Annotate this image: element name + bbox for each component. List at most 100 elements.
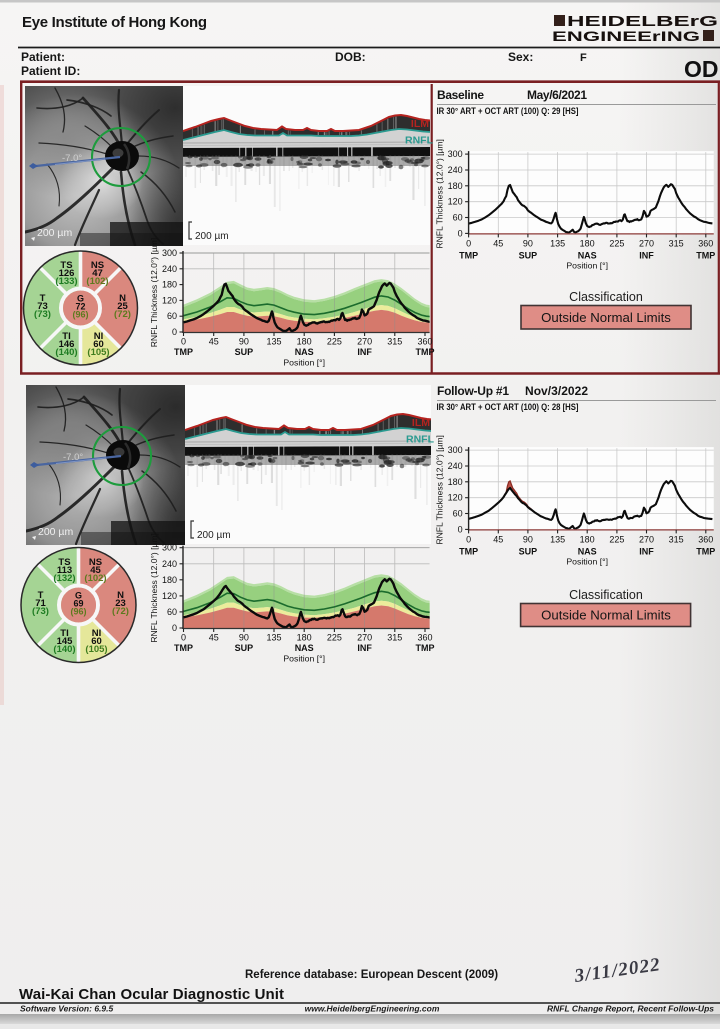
svg-text:ENGINEErING: ENGINEErING xyxy=(552,28,700,44)
svg-text:Position [°]: Position [°] xyxy=(283,654,325,664)
svg-text:ILM: ILM xyxy=(412,417,430,429)
svg-text:225: 225 xyxy=(327,633,342,643)
svg-text:300: 300 xyxy=(448,445,463,455)
svg-text:INF: INF xyxy=(357,347,372,357)
svg-text:240: 240 xyxy=(162,264,177,274)
svg-text:TMP: TMP xyxy=(696,546,715,556)
svg-text:NI: NI xyxy=(92,628,102,639)
svg-text:G: G xyxy=(75,591,82,601)
svg-text:Classification: Classification xyxy=(569,290,643,304)
svg-text:-7.0°: -7.0° xyxy=(63,452,83,463)
svg-text:135: 135 xyxy=(550,238,565,248)
svg-text:180: 180 xyxy=(448,477,463,487)
svg-text:180: 180 xyxy=(580,534,595,544)
svg-text:(96): (96) xyxy=(72,310,88,320)
svg-text:360: 360 xyxy=(417,633,432,643)
svg-text:NAS: NAS xyxy=(295,643,314,653)
svg-text:TS: TS xyxy=(58,557,70,568)
svg-text:45: 45 xyxy=(209,633,219,643)
svg-text:200 µm: 200 µm xyxy=(38,526,73,538)
svg-text:(132): (132) xyxy=(53,573,75,584)
svg-text:SUP: SUP xyxy=(235,347,254,357)
svg-text:360: 360 xyxy=(698,534,713,544)
svg-text:135: 135 xyxy=(550,534,565,544)
svg-text:TMP: TMP xyxy=(174,643,193,653)
svg-text:240: 240 xyxy=(162,559,177,569)
svg-text:360: 360 xyxy=(417,337,432,347)
svg-text:300: 300 xyxy=(162,543,177,553)
svg-text:DOB:: DOB: xyxy=(335,50,366,64)
svg-text:TMP: TMP xyxy=(174,347,193,357)
svg-text:180: 180 xyxy=(162,575,177,585)
svg-text:(133): (133) xyxy=(55,276,77,287)
svg-text:(140): (140) xyxy=(53,644,75,655)
svg-text:Nov/3/2022: Nov/3/2022 xyxy=(525,384,588,398)
svg-text:Position [°]: Position [°] xyxy=(566,260,608,270)
svg-text:IR 30° ART + OCT ART (100) Q:: IR 30° ART + OCT ART (100) Q: 29 [HS] xyxy=(437,106,579,116)
svg-text:Outside Normal Limits: Outside Normal Limits xyxy=(541,310,671,325)
svg-text:315: 315 xyxy=(669,238,684,248)
svg-text:113: 113 xyxy=(57,565,72,576)
svg-text:Sex:: Sex: xyxy=(508,50,533,64)
svg-text:Patient ID:: Patient ID: xyxy=(21,64,80,78)
svg-text:Outside Normal Limits: Outside Normal Limits xyxy=(541,608,671,623)
svg-text:225: 225 xyxy=(327,337,342,347)
svg-text:0: 0 xyxy=(458,524,463,534)
svg-text:315: 315 xyxy=(669,534,684,544)
svg-text:Patient:: Patient: xyxy=(21,50,65,64)
svg-text:Eye Institute of Hong Kong: Eye Institute of Hong Kong xyxy=(22,14,207,31)
svg-text:315: 315 xyxy=(387,633,402,643)
svg-text:NS: NS xyxy=(89,557,102,568)
svg-text:126: 126 xyxy=(59,268,75,279)
svg-text:300: 300 xyxy=(448,149,463,159)
svg-text:0: 0 xyxy=(172,623,177,633)
svg-text:RNFL Thickness (12.0°) [µm]: RNFL Thickness (12.0°) [µm] xyxy=(149,238,159,347)
svg-text:TMP: TMP xyxy=(416,347,435,357)
svg-text:RNFL: RNFL xyxy=(405,135,434,147)
svg-text:200 µm: 200 µm xyxy=(37,227,72,239)
svg-text:www.HeidelbergEngineering.com: www.HeidelbergEngineering.com xyxy=(305,1004,440,1014)
svg-text:0: 0 xyxy=(466,238,471,248)
svg-text:Follow-Up #1: Follow-Up #1 xyxy=(437,384,509,398)
svg-text:NS: NS xyxy=(91,260,104,271)
svg-text:69: 69 xyxy=(73,599,83,609)
svg-text:NAS: NAS xyxy=(578,250,597,260)
svg-text:270: 270 xyxy=(357,633,372,643)
svg-text:TMP: TMP xyxy=(696,250,715,260)
svg-text:23: 23 xyxy=(115,598,126,609)
svg-text:225: 225 xyxy=(609,238,624,248)
svg-text:200 µm: 200 µm xyxy=(195,231,229,242)
svg-text:73: 73 xyxy=(37,301,48,312)
svg-text:(102): (102) xyxy=(86,276,108,287)
svg-text:45: 45 xyxy=(209,337,219,347)
svg-text:RNFL Thickness (12.0°) [µm]: RNFL Thickness (12.0°) [µm] xyxy=(435,435,445,544)
svg-text:SUP: SUP xyxy=(519,546,538,556)
svg-text:(73): (73) xyxy=(32,606,49,617)
svg-text:HEIDELBErG: HEIDELBErG xyxy=(567,13,718,30)
svg-text:INF: INF xyxy=(639,546,654,556)
svg-text:SUP: SUP xyxy=(235,643,254,653)
svg-text:270: 270 xyxy=(639,238,654,248)
svg-text:INF: INF xyxy=(357,643,372,653)
svg-text:(102): (102) xyxy=(84,573,106,584)
svg-text:Baseline: Baseline xyxy=(437,88,484,102)
svg-text:120: 120 xyxy=(448,493,463,503)
svg-text:180: 180 xyxy=(448,181,463,191)
svg-text:180: 180 xyxy=(162,280,177,290)
svg-text:180: 180 xyxy=(297,633,312,643)
svg-text:TS: TS xyxy=(60,260,72,271)
svg-text:240: 240 xyxy=(448,461,463,471)
svg-text:TMP: TMP xyxy=(459,250,478,260)
svg-text:INF: INF xyxy=(639,250,654,260)
svg-text:N: N xyxy=(119,293,126,304)
svg-text:90: 90 xyxy=(523,534,533,544)
svg-text:135: 135 xyxy=(266,337,281,347)
svg-text:NAS: NAS xyxy=(295,347,314,357)
svg-text:60: 60 xyxy=(453,509,463,519)
svg-text:145: 145 xyxy=(57,636,74,647)
svg-text:90: 90 xyxy=(523,238,533,248)
svg-text:90: 90 xyxy=(239,337,249,347)
svg-text:(140): (140) xyxy=(55,347,77,358)
svg-text:NI: NI xyxy=(94,331,104,342)
svg-text:60: 60 xyxy=(91,636,102,647)
